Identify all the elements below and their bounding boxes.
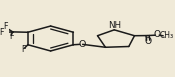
- Text: O: O: [78, 40, 85, 49]
- Text: F: F: [9, 32, 13, 41]
- Text: CH₃: CH₃: [160, 31, 174, 40]
- Text: F: F: [0, 28, 4, 37]
- Text: O: O: [154, 30, 161, 39]
- Text: F: F: [22, 45, 26, 54]
- Text: NH: NH: [108, 21, 122, 30]
- Text: F: F: [4, 22, 8, 31]
- Text: O: O: [145, 37, 152, 46]
